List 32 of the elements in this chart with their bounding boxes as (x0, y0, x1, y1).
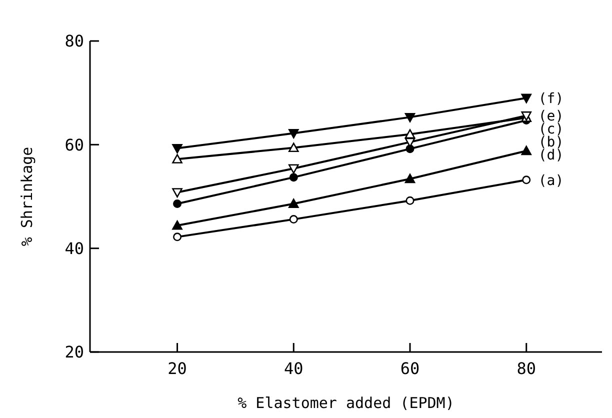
x-tick-label: 40 (284, 359, 304, 378)
series-label: (d) (538, 148, 564, 164)
point (522, 176, 531, 184)
series-label: (a) (538, 172, 564, 189)
y-tick-label: 20 (64, 342, 84, 362)
point (288, 164, 299, 174)
point (289, 173, 298, 182)
point (404, 174, 416, 184)
y-tick-label: 40 (64, 238, 84, 258)
point (404, 129, 416, 139)
point (521, 94, 532, 104)
point (288, 198, 299, 208)
x-tick-label: 80 (516, 359, 536, 378)
y-axis-title: % Shrinkage (18, 146, 36, 246)
x-tick-label: 20 (168, 359, 187, 378)
point (406, 196, 414, 205)
x-axis-title: % Elastomer added (EPDM) (238, 394, 454, 412)
x-tick-label: 60 (400, 359, 420, 378)
point (173, 200, 182, 208)
point (289, 215, 298, 224)
y-tick-label: 80 (64, 32, 84, 51)
point (521, 146, 532, 156)
point (288, 142, 299, 152)
point (404, 112, 416, 122)
y-tick-label: 60 (64, 135, 84, 154)
point (173, 232, 182, 242)
series-label: (f) (538, 90, 564, 107)
point (172, 154, 182, 164)
point (172, 220, 182, 230)
point (288, 129, 299, 138)
point (172, 144, 182, 154)
point (172, 188, 182, 198)
